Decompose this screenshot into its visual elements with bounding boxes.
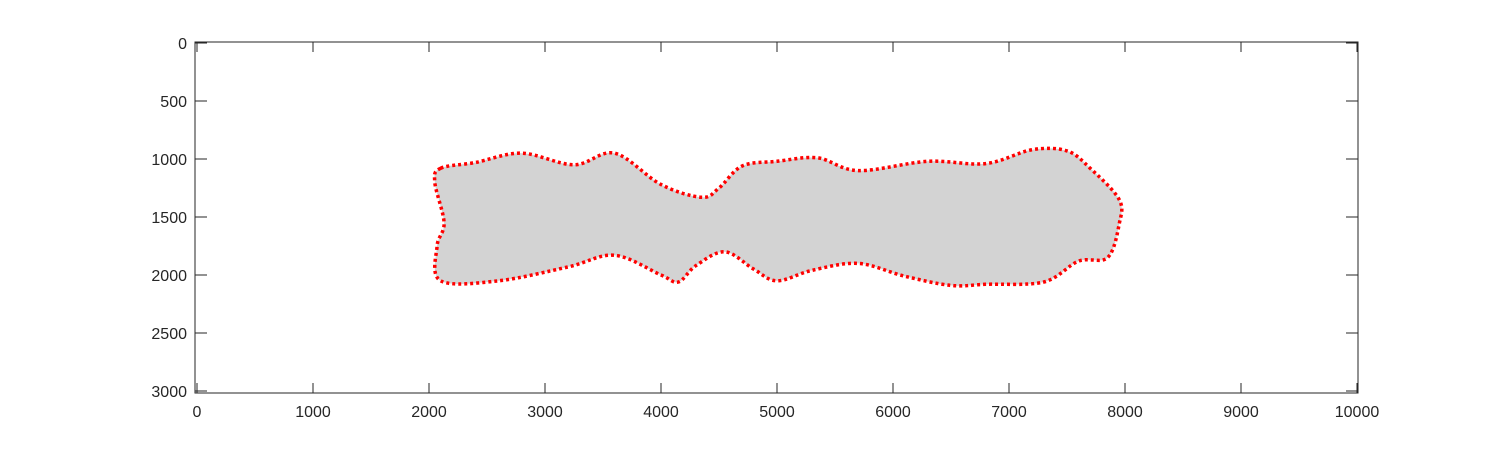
region-fill bbox=[434, 148, 1122, 286]
y-tick-label: 500 bbox=[160, 94, 187, 111]
x-tick-label: 8000 bbox=[1107, 404, 1143, 421]
x-tick-label: 2000 bbox=[411, 404, 447, 421]
x-tick-labels: 0 1000 2000 3000 4000 5000 6000 7000 8000 9000 100… bbox=[193, 404, 1380, 421]
x-tick-label: 9000 bbox=[1223, 404, 1259, 421]
x-tick-label: 4000 bbox=[643, 404, 679, 421]
y-tick-label: 1500 bbox=[151, 210, 187, 227]
x-tick-label: 1000 bbox=[295, 404, 331, 421]
y-tick-labels: 0 500 1000 1500 2000 2500 3000 bbox=[151, 36, 187, 401]
y-tick-label: 3000 bbox=[151, 384, 187, 401]
y-tick-label: 1000 bbox=[151, 152, 187, 169]
y-tick-label: 2500 bbox=[151, 326, 187, 343]
x-tick-label: 10000 bbox=[1335, 404, 1380, 421]
x-tick-label: 0 bbox=[193, 404, 202, 421]
x-tick-label: 6000 bbox=[875, 404, 911, 421]
y-tick-label: 0 bbox=[178, 36, 187, 53]
x-tick-label: 3000 bbox=[527, 404, 563, 421]
x-tick-label: 7000 bbox=[991, 404, 1027, 421]
x-tick-label: 5000 bbox=[759, 404, 795, 421]
shape-layer bbox=[432, 146, 1124, 288]
y-tick-marks bbox=[195, 42, 1358, 392]
y-tick-label: 2000 bbox=[151, 268, 187, 285]
